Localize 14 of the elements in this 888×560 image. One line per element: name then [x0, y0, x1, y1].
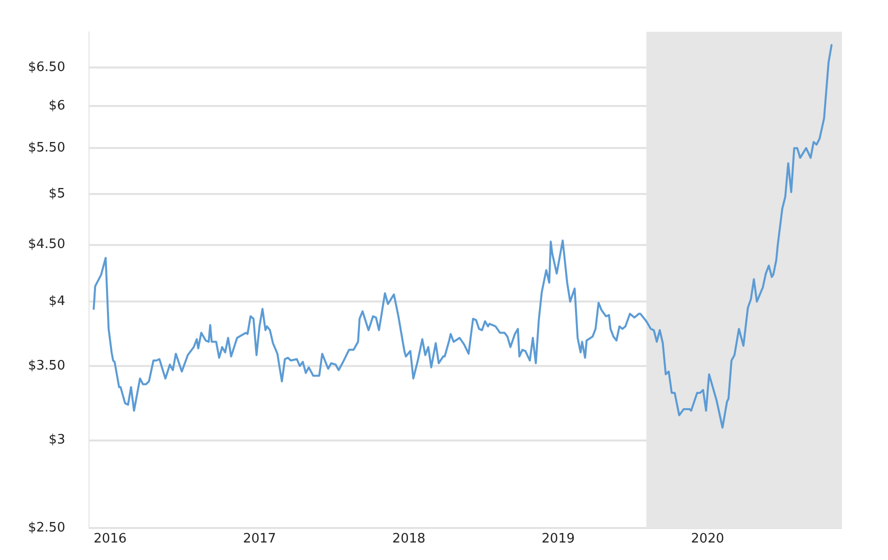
y-tick-label: $3.50 [28, 358, 66, 374]
x-tick-label: 2019 [542, 531, 575, 546]
x-tick-label: 2017 [242, 531, 276, 546]
y-tick-label: $2.50 [28, 520, 66, 536]
y-tick-label: $5 [48, 186, 66, 202]
x-tick-label: 2020 [691, 531, 724, 546]
x-tick-label: 2018 [392, 531, 426, 546]
y-tick-label: $5.50 [28, 140, 66, 156]
y-tick-label: $6.50 [28, 60, 66, 75]
x-tick-label: 2016 [94, 531, 127, 546]
y-tick-label: $3 [48, 432, 66, 448]
y-tick-label: $4.50 [28, 237, 66, 252]
y-tick-label: $6 [48, 98, 66, 114]
y-tick-label: $4 [48, 294, 66, 309]
